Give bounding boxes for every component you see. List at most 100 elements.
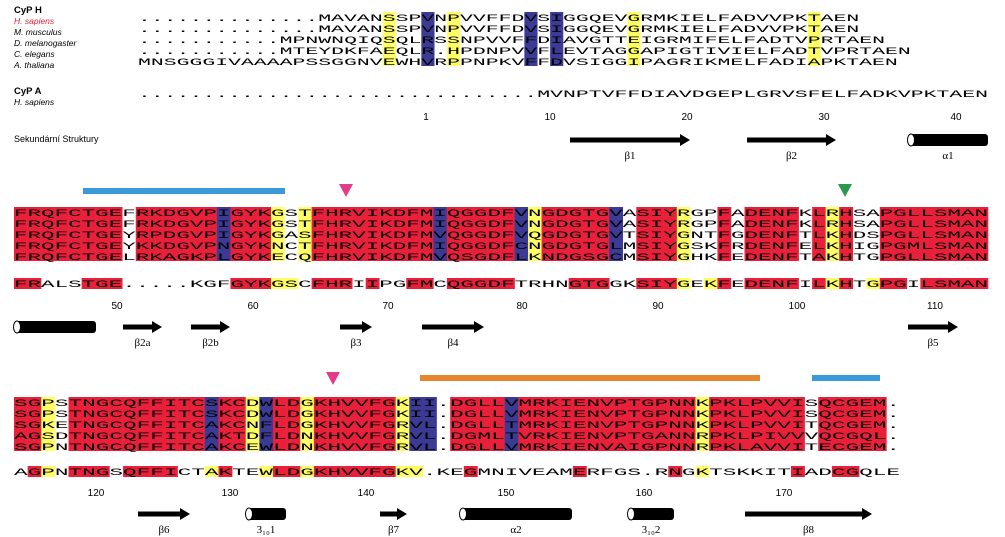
conservation-shading xyxy=(27,207,42,261)
cyp-a-shading xyxy=(812,278,826,289)
secondary-structure-label: β8 xyxy=(803,524,815,536)
residue-number: 110 xyxy=(927,301,943,312)
conservation-shading xyxy=(676,207,691,261)
conservation-shading xyxy=(717,207,732,261)
cyp-a-shading xyxy=(27,278,42,289)
conservation-shading xyxy=(230,207,245,261)
cyp-a-shading xyxy=(933,278,948,289)
conservation-shading xyxy=(807,12,821,66)
residue-number: 130 xyxy=(222,488,239,499)
cyp-a-shading xyxy=(82,466,97,477)
conservation-shading xyxy=(177,397,192,451)
conservation-shading xyxy=(95,397,110,451)
conservation-shading xyxy=(446,207,461,261)
cyp-a-shading xyxy=(744,278,759,289)
conservation-shading xyxy=(313,397,328,451)
conservation-shading xyxy=(582,207,596,261)
conservation-shading xyxy=(27,397,42,451)
cyp-a-shading xyxy=(327,466,342,477)
sequence-row-cyp-a: AGPNTNGSQFFICTAKTEWLDGKHVVFGKV.KEGMNIVEA… xyxy=(14,467,900,479)
conservation-shading xyxy=(382,12,396,66)
cyp-a-shading xyxy=(230,278,245,289)
cyp-a-shading xyxy=(487,278,502,289)
cyp-a-label: CyP A xyxy=(14,86,42,97)
conservation-shading xyxy=(354,397,369,451)
cyp-a-shading xyxy=(68,466,83,477)
beta-strand-arrow xyxy=(380,508,407,520)
cyp-a-shading xyxy=(325,278,339,289)
secondary-structure-label: α2 xyxy=(510,524,521,536)
conservation-shading xyxy=(831,397,846,451)
cyp-a-shading xyxy=(446,278,461,289)
conservation-shading xyxy=(150,397,165,451)
conservation-shading xyxy=(545,397,560,451)
cyp-a-shading xyxy=(893,278,908,289)
sequence-row-h-1: SGPSTNGCQFFITCSKCDWLDGKHVVFGKII.DGLLVMRK… xyxy=(14,398,900,410)
helix-cylinder xyxy=(14,321,96,333)
species-label-a-thaliana: A. thaliana xyxy=(13,60,54,70)
beta-strand-arrow xyxy=(191,321,230,333)
conservation-shading xyxy=(327,397,342,451)
conservation-shading xyxy=(421,12,435,66)
cyp-a-shading xyxy=(95,466,110,477)
sequence-row-h-2: FRQFCTGEFRKDGVPIGYKGSTFHRVIKDFMIQGGDFVNG… xyxy=(14,219,988,231)
conservation-shading xyxy=(491,397,506,451)
conservation-shading xyxy=(135,207,150,261)
conservation-shading xyxy=(176,207,191,261)
cyp-a-shading xyxy=(243,278,258,289)
cyp-a-shading xyxy=(365,278,380,289)
cyp-a-shading xyxy=(974,278,989,289)
sequence-row-h-4: FRQFCTGEYKKDGVPNGYKNCTFHRVIKDFMIQGGDFCNG… xyxy=(14,241,988,253)
conservation-shading xyxy=(109,397,124,451)
cyp-a-shading xyxy=(123,466,137,477)
cyp-a-shading xyxy=(311,278,326,289)
cyp-a-shading xyxy=(163,466,178,477)
cyp-a-shading xyxy=(636,278,651,289)
secondary-structure-label: α1 xyxy=(942,150,953,162)
cyp-a-shading xyxy=(41,466,56,477)
residue-number: 120 xyxy=(88,488,105,499)
sequence-row-h-4: AGSDTNGCQFFITCAKTDFLDNKHVVFGRVL.DGMLTVRK… xyxy=(14,431,900,443)
conservation-shading xyxy=(600,397,615,451)
conservation-shading xyxy=(709,397,724,451)
conservation-shading xyxy=(41,397,56,451)
cyp-a-shading xyxy=(354,466,369,477)
secondary-structure-label: β2a xyxy=(135,337,151,349)
conservation-shading xyxy=(298,207,312,261)
secondary-structure-label: β4 xyxy=(447,337,459,349)
residue-number: 60 xyxy=(247,301,259,312)
conservation-shading xyxy=(382,397,396,451)
conservation-shading xyxy=(750,397,764,451)
residue-number: 150 xyxy=(498,488,515,499)
conservation-shading xyxy=(460,207,475,261)
species-label-cyp-a-h-sapiens: H. sapiens xyxy=(14,97,55,107)
conservation-shading xyxy=(54,207,69,261)
conservation-shading xyxy=(392,207,407,261)
cyp-a-shading xyxy=(790,466,805,477)
conservation-shading xyxy=(627,397,642,451)
sequence-row-h-1: ..............MAVANSSPVNPVVFFDVSIGGQEVGR… xyxy=(138,13,859,25)
conservation-shading xyxy=(636,207,651,261)
sequence-row-h-3: FRQFCTGEYRPDGVPIGYKGASFHRVIKDFMVQGGDFVQG… xyxy=(14,230,988,242)
conservation-shading xyxy=(609,207,624,261)
residue-number: 170 xyxy=(776,488,793,499)
conservation-shading xyxy=(785,207,799,261)
conservation-shading xyxy=(550,12,564,66)
cyp-a-shading xyxy=(595,278,610,289)
conservation-shading xyxy=(501,207,515,261)
sequence-row-h-2: ..............MAVANSSPVNPVVFFDVSIGGQEVGR… xyxy=(138,24,859,36)
secondary-structure-label: β3 xyxy=(350,337,362,349)
conservation-shading xyxy=(572,397,587,451)
conservation-shading xyxy=(736,397,751,451)
secondary-structure-label: 3₁₀1 xyxy=(257,524,276,536)
conservation-shading xyxy=(825,207,840,261)
conservation-shading xyxy=(879,207,894,261)
conservation-shading xyxy=(311,207,326,261)
conservation-shading xyxy=(365,207,380,261)
conservation-shading xyxy=(514,207,529,261)
cyp-h-label: CyP H xyxy=(14,5,42,16)
cyp-a-shading xyxy=(501,278,515,289)
conservation-shading xyxy=(368,397,383,451)
conservation-shading xyxy=(933,207,948,261)
cyp-a-shading xyxy=(27,466,42,477)
